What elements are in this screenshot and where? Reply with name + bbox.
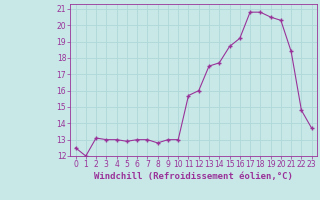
X-axis label: Windchill (Refroidissement éolien,°C): Windchill (Refroidissement éolien,°C) [94,172,293,181]
